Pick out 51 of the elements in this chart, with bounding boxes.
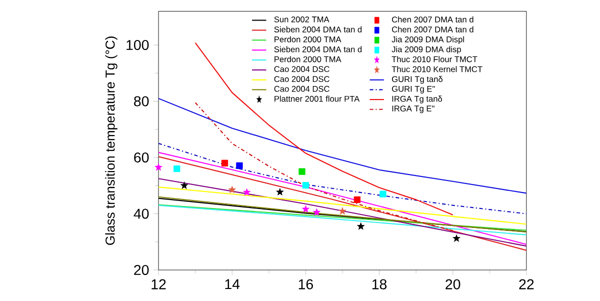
y-tick-label: 20 bbox=[134, 265, 149, 276]
legend-label: Perdon 2000 TMA bbox=[274, 36, 342, 42]
legend-label: Sieben 2004 DMA tan d bbox=[274, 46, 362, 52]
legend-label: IRGA Tg E" bbox=[392, 106, 434, 114]
line-series bbox=[158, 98, 526, 194]
x-tick-label: 14 bbox=[225, 279, 240, 290]
legend-label: Jia 2009 DMA disp bbox=[392, 46, 461, 54]
legend-label: Plattner 2001 flour PTA bbox=[274, 96, 360, 102]
point bbox=[380, 190, 386, 198]
point bbox=[354, 196, 361, 204]
y-tick-label: 60 bbox=[134, 152, 149, 163]
point bbox=[298, 168, 306, 175]
point bbox=[236, 162, 243, 170]
x-tick-label: 18 bbox=[372, 279, 387, 290]
point bbox=[221, 160, 228, 167]
x-tick-label: 20 bbox=[446, 279, 460, 290]
legend-label: Perdon 2000 TMA bbox=[274, 56, 342, 62]
legend-label: Cao 2004 DSC bbox=[274, 76, 330, 82]
legend-label: Chen 2007 DMA tan d bbox=[392, 26, 474, 32]
point bbox=[338, 207, 347, 215]
legend-label: Cao 2004 DSC bbox=[274, 66, 330, 72]
legend-label: IRGA Tg tanδ bbox=[392, 96, 442, 104]
legend-label: Sun 2002 TMA bbox=[274, 16, 330, 22]
point bbox=[174, 166, 180, 172]
y-axis-title: Glass transition temperature Tg (°C) bbox=[105, 36, 118, 245]
line-series bbox=[158, 142, 526, 214]
y-tick-label: 100 bbox=[126, 40, 149, 50]
point bbox=[242, 188, 251, 196]
x-tick-label: 12 bbox=[152, 279, 166, 290]
point bbox=[312, 208, 321, 216]
x-tick-label: 22 bbox=[519, 279, 534, 290]
legend-label: Thuc 2010 Flour TMCT bbox=[392, 56, 478, 62]
point bbox=[154, 163, 163, 171]
legend-label: Chen 2007 DMA tan d bbox=[392, 16, 474, 23]
legend-label: Sieben 2004 DMA tan d bbox=[274, 26, 362, 32]
point bbox=[302, 205, 310, 213]
point bbox=[452, 234, 461, 242]
point bbox=[180, 181, 188, 190]
point bbox=[276, 188, 284, 196]
y-tick-label: 80 bbox=[134, 96, 149, 106]
line-series bbox=[194, 102, 454, 232]
legend-label: Cao 2004 DSC bbox=[274, 86, 330, 92]
point bbox=[356, 222, 365, 230]
point bbox=[302, 182, 309, 189]
legend-label: Jia 2009 DMA Displ bbox=[392, 36, 464, 44]
y-tick-label: 40 bbox=[134, 208, 149, 219]
point bbox=[228, 186, 236, 194]
legend-label: GURI Tg tanδ bbox=[392, 76, 442, 84]
legend-label: Thuc 2010 Kernel TMCT bbox=[392, 66, 482, 72]
x-tick-label: 16 bbox=[298, 279, 313, 290]
legend-label: GURI Tg E" bbox=[392, 86, 435, 94]
